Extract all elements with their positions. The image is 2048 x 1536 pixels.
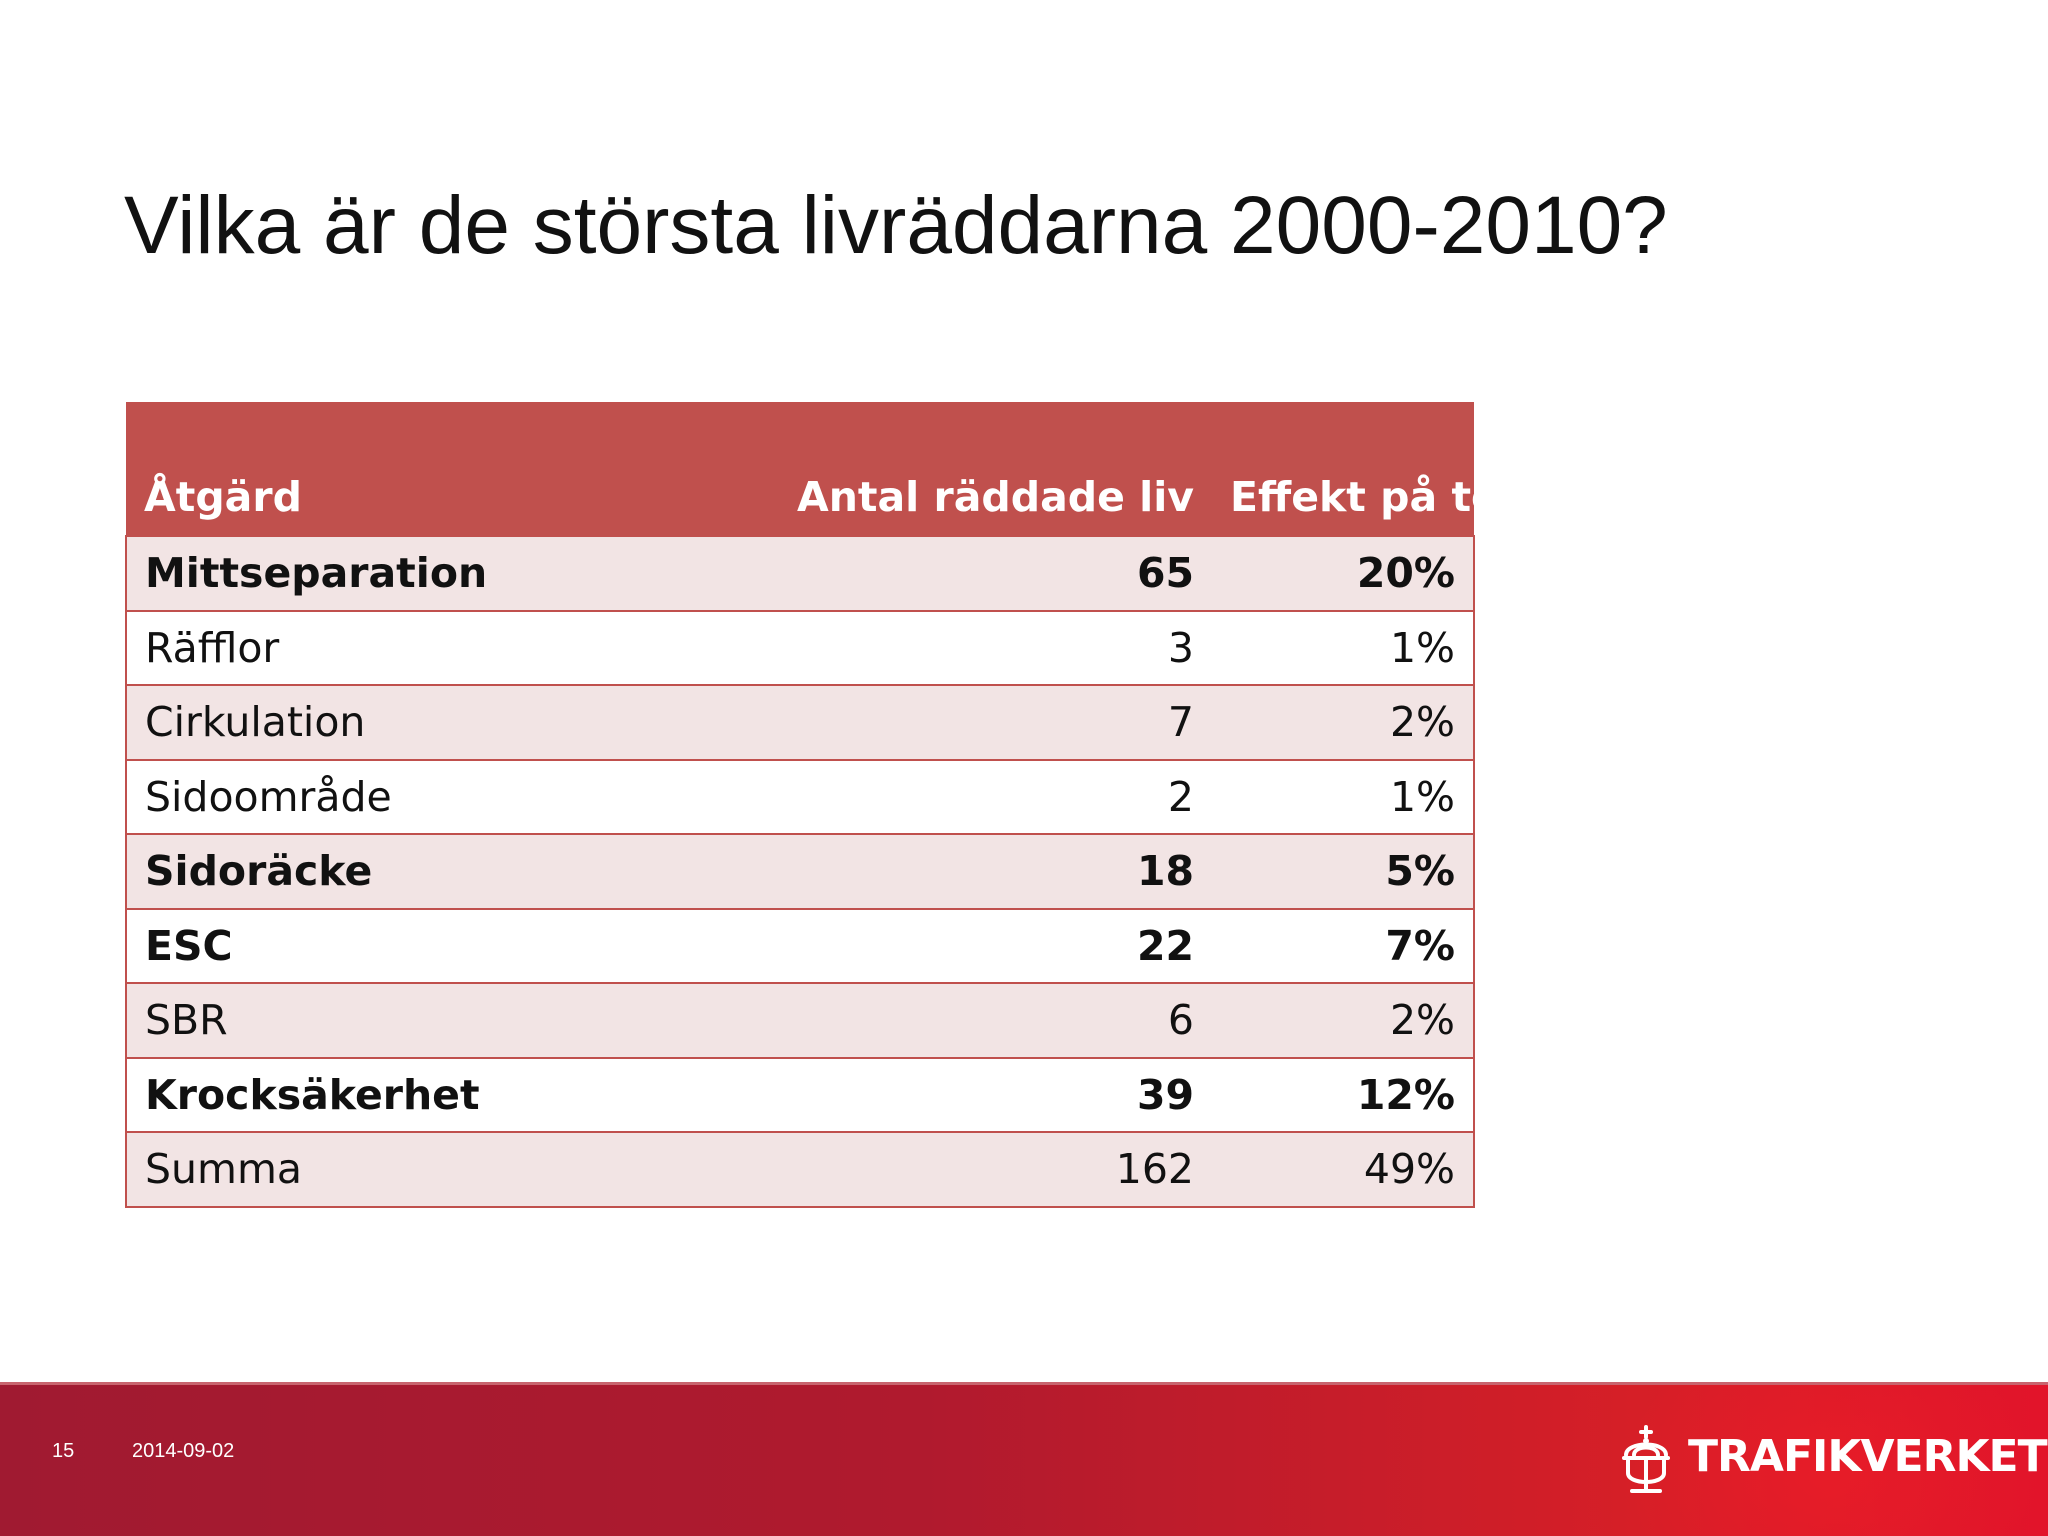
cell-lives-saved: 65 xyxy=(726,535,1212,612)
cell-lives-saved: 22 xyxy=(726,907,1212,984)
cell-measure: Summa xyxy=(125,1131,726,1208)
cell-measure: Sidoområde xyxy=(125,758,726,835)
cell-lives-saved: 7 xyxy=(726,684,1212,761)
table-row: Cirkulation 7 2% xyxy=(125,684,1475,761)
header-effect: Effekt på total xyxy=(1230,473,1561,521)
cell-measure: ESC xyxy=(125,907,726,984)
cell-effect: 1% xyxy=(1212,758,1475,835)
lifesavers-table-container: Åtgärd Antal räddade liv Effekt på total… xyxy=(125,402,1561,1208)
cell-lives-saved: 18 xyxy=(726,833,1212,910)
cell-measure: SBR xyxy=(125,982,726,1059)
trafikverket-logo: TRAFIKVERKET xyxy=(1590,1385,2048,1536)
cell-measure: Räfflor xyxy=(125,609,726,686)
cell-lives-saved: 2 xyxy=(726,758,1212,835)
cell-lives-saved: 39 xyxy=(726,1056,1212,1133)
cell-effect: 2% xyxy=(1212,684,1475,761)
table-row: Sidoområde 2 1% xyxy=(125,758,1475,835)
cell-measure: Mittseparation xyxy=(125,535,726,612)
cell-effect: 7% xyxy=(1212,907,1475,984)
cell-lives-saved: 6 xyxy=(726,982,1212,1059)
cell-effect: 12% xyxy=(1212,1056,1475,1133)
slide-footer: 15 2014-09-02 TRAFIKVERKET xyxy=(0,1382,2048,1536)
cell-effect: 5% xyxy=(1212,833,1475,910)
cell-measure: Krocksäkerhet xyxy=(125,1056,726,1133)
cell-lives-saved: 162 xyxy=(726,1131,1212,1208)
table-row: Räfflor 3 1% xyxy=(125,609,1475,686)
logo-wordmark: TRAFIKVERKET xyxy=(1688,1431,2048,1482)
cell-effect: 2% xyxy=(1212,982,1475,1059)
table-row: Mittseparation 65 20% xyxy=(125,535,1475,612)
cell-effect: 49% xyxy=(1212,1131,1475,1208)
table-row: ESC 22 7% xyxy=(125,907,1475,984)
table-row: SBR 6 2% xyxy=(125,982,1475,1059)
footer-date: 2014-09-02 xyxy=(132,1440,235,1462)
page-number: 15 xyxy=(52,1440,75,1462)
cell-effect: 1% xyxy=(1212,609,1475,686)
cell-measure: Cirkulation xyxy=(125,684,726,761)
lifesavers-table: Åtgärd Antal räddade liv Effekt på total… xyxy=(125,402,1561,1208)
table-row-total: Summa 162 49% xyxy=(125,1131,1475,1208)
header-lives-saved: Antal räddade liv xyxy=(796,473,1194,521)
slide-title: Vilka är de största livräddarna 2000-201… xyxy=(124,180,1668,271)
cell-measure: Sidoräcke xyxy=(125,833,726,910)
cell-effect: 20% xyxy=(1212,535,1475,612)
crown-icon xyxy=(1622,1425,1670,1493)
table-row: Krocksäkerhet 39 12% xyxy=(125,1056,1475,1133)
header-measure: Åtgärd xyxy=(144,473,302,521)
table-row: Sidoräcke 18 5% xyxy=(125,833,1475,910)
table-header-row: Åtgärd Antal räddade liv Effekt på total xyxy=(126,402,1561,536)
cell-lives-saved: 3 xyxy=(726,609,1212,686)
